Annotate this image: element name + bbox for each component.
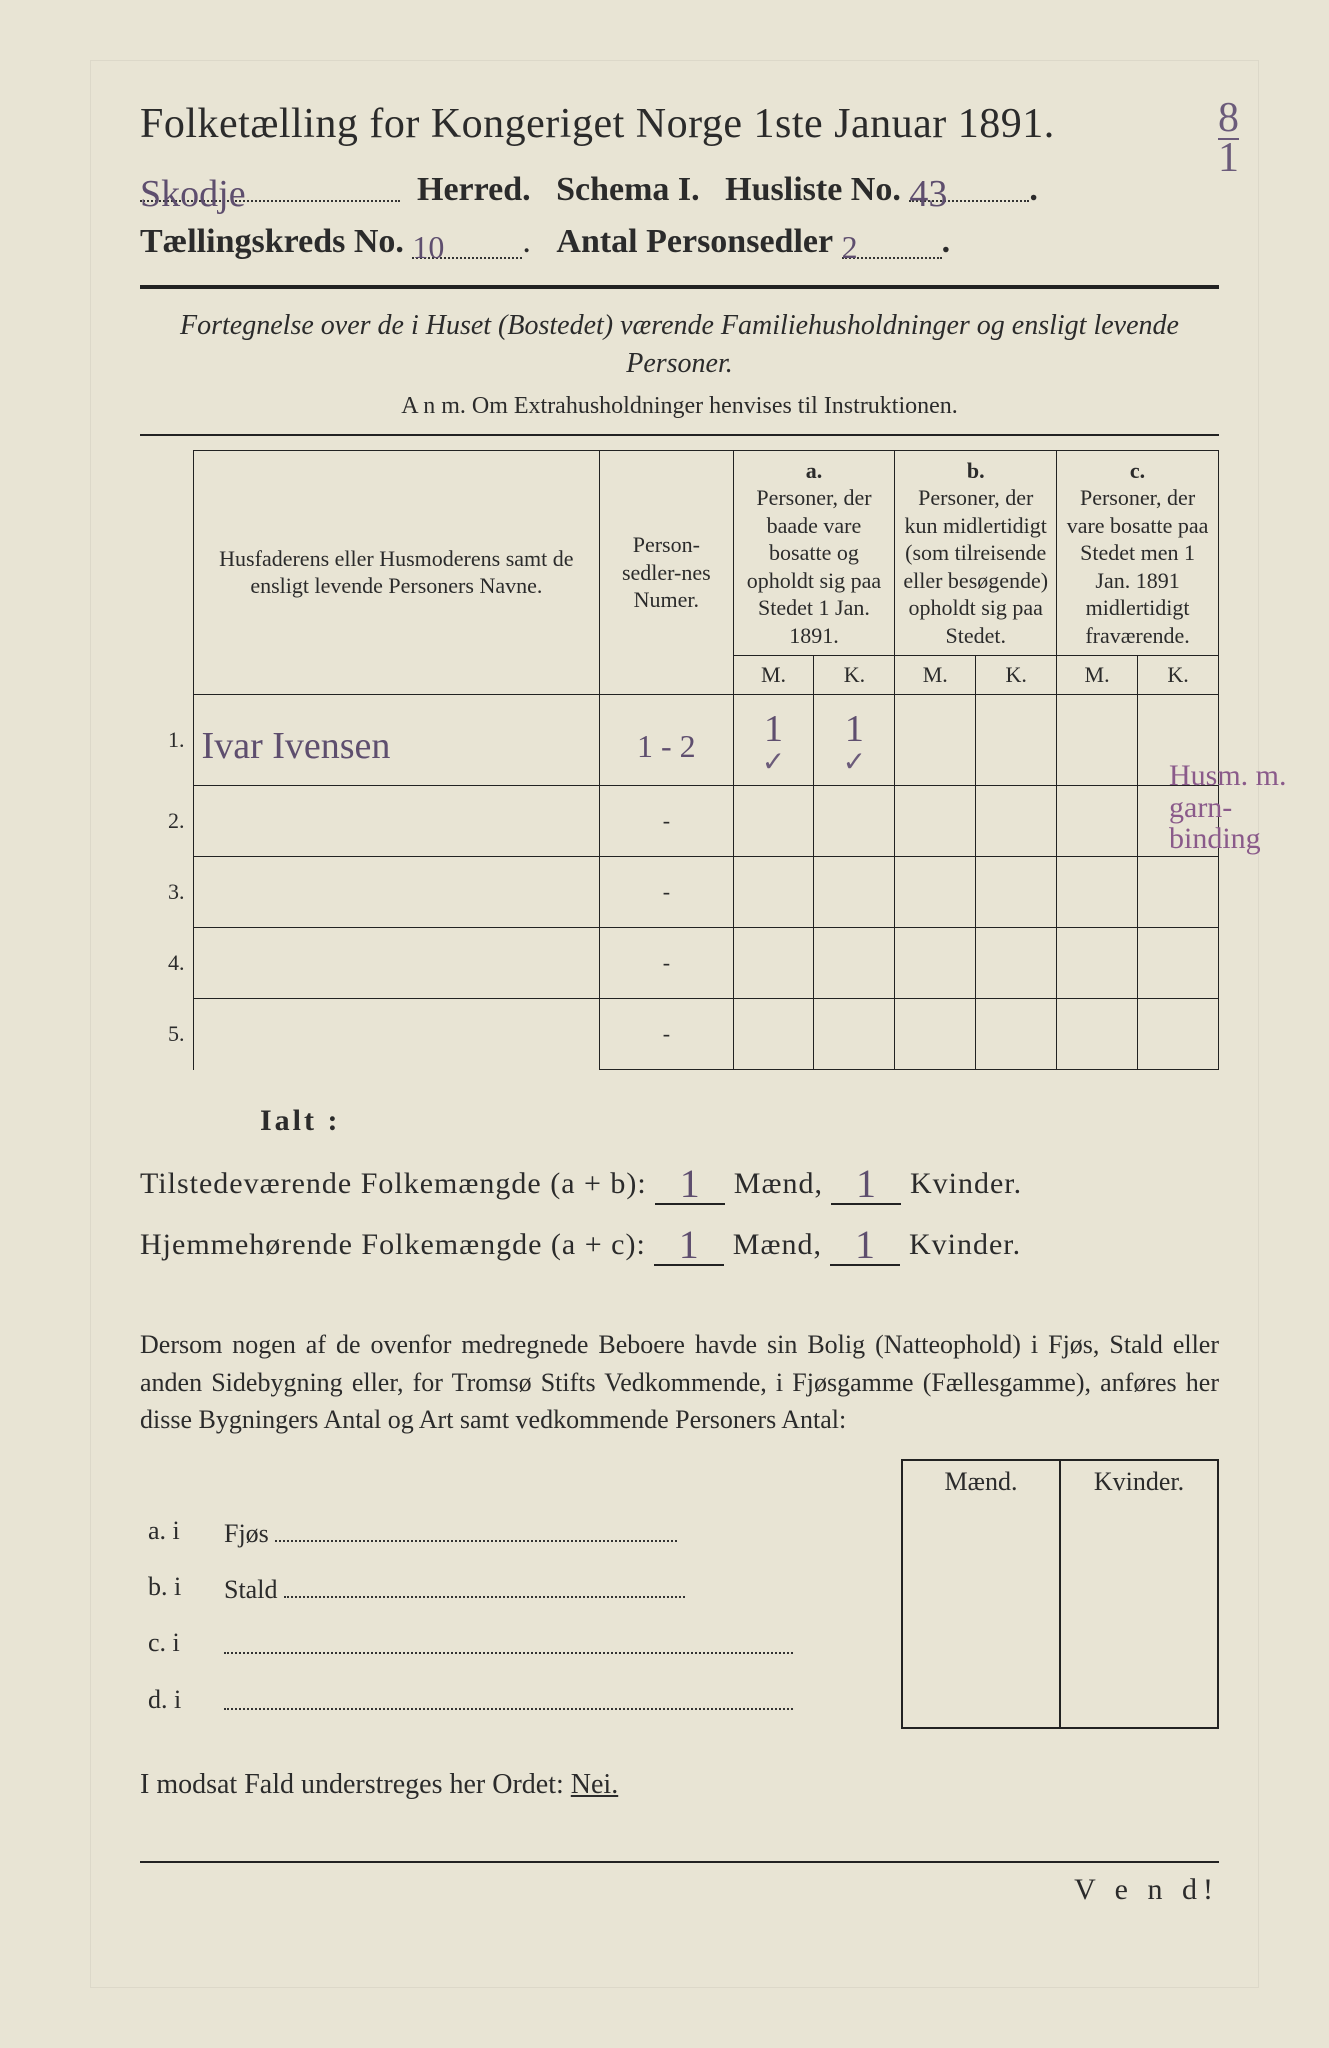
col-c-m: M. (1057, 656, 1138, 695)
table-row: 2. - (140, 786, 1219, 857)
building-row: d. i (140, 1671, 1218, 1728)
tot-l2-m: 1 (654, 1217, 724, 1266)
nei-line: I modsat Fald understreges her Ordet: Ne… (140, 1769, 1219, 1801)
kreds-field: 10 (412, 223, 522, 259)
col-c: c. Personer, der vare bosatte paa Stedet… (1057, 450, 1219, 656)
ialt-label: Ialt : (260, 1104, 1219, 1138)
row1-aK: 1 (845, 708, 864, 750)
herred-value: Skodje (140, 173, 246, 215)
rule-top (140, 285, 1219, 289)
tot-line2-label: Hjemmehørende Folkemængde (a + c): (140, 1228, 646, 1261)
col-a-m: M. (733, 656, 814, 695)
herred-label: Herred. (417, 171, 531, 208)
col-name: Husfaderens eller Husmoderens samt de en… (193, 450, 600, 695)
bld-m-head: Mænd. (902, 1460, 1060, 1503)
tot-line1-label: Tilstedeværende Folkemængde (a + b): (140, 1167, 647, 1200)
tot-l1-m: 1 (655, 1156, 725, 1205)
husliste-label: Husliste No. (725, 171, 901, 208)
corner-denom: 1 (1218, 138, 1239, 178)
table-row: 5. - (140, 999, 1219, 1070)
rule-mid (140, 434, 1219, 436)
table-row: 4. - (140, 928, 1219, 999)
margin-annotation: Husm. m. garn- binding (1169, 760, 1289, 855)
building-row: c. i (140, 1615, 1218, 1671)
building-row: a. i Fjøs (140, 1503, 1218, 1559)
herred-field: Skodje (140, 166, 400, 202)
bld-k-head: Kvinder. (1060, 1460, 1218, 1503)
intro-text: Fortegnelse over de i Huset (Bostedet) v… (140, 307, 1219, 383)
tot-l1-k: 1 (831, 1156, 901, 1205)
husliste-value: 43 (909, 173, 947, 215)
col-a: a. Personer, der baade vare bosatte og o… (733, 450, 895, 656)
nei-word: Nei. (571, 1769, 618, 1800)
husliste-field: 43 (909, 166, 1029, 202)
personsedler-field: 2 (842, 223, 942, 259)
row1-num: 1 - 2 (637, 728, 696, 764)
col-numer: Person-sedler-nes Numer. (600, 450, 733, 695)
totals-block: Ialt : Tilstedeværende Folkemængde (a + … (140, 1104, 1219, 1266)
building-row: b. i Stald (140, 1559, 1218, 1615)
row1-aM: 1 (764, 708, 783, 750)
personsedler-value: 2 (842, 229, 858, 265)
corner-fraction: 8 1 (1218, 100, 1239, 178)
census-table: Husfaderens eller Husmoderens samt de en… (140, 450, 1219, 1071)
kreds-label: Tællingskreds No. (140, 223, 404, 260)
row1-name: Ivar Ivensen (202, 725, 391, 767)
table-row: 3. - (140, 857, 1219, 928)
table-row: 1. Ivar Ivensen 1 - 2 1✓ 1✓ (140, 695, 1219, 786)
personsedler-label: Antal Personsedler (556, 223, 833, 260)
census-form-page: 8 1 Folketælling for Kongeriget Norge 1s… (0, 0, 1329, 2048)
explanatory-para: Dersom nogen af de ovenfor medregnede Be… (140, 1326, 1219, 1439)
buildings-block: Mænd. Kvinder. a. i Fjøs b. i Stald c. i… (140, 1459, 1219, 1729)
anm-text: A n m. Om Extrahusholdninger henvises ti… (140, 393, 1219, 420)
col-c-k: K. (1138, 656, 1219, 695)
schema-label: Schema I. (556, 171, 700, 208)
page-title: Folketælling for Kongeriget Norge 1ste J… (140, 100, 1219, 148)
col-a-k: K. (814, 656, 895, 695)
header-line-2: Skodje Herred. Schema I. Husliste No. 43… (140, 166, 1219, 209)
col-b: b. Personer, der kun midlertidigt (som t… (895, 450, 1057, 656)
tot-l2-k: 1 (830, 1217, 900, 1266)
header-line-3: Tællingskreds No. 10 . Antal Personsedle… (140, 223, 1219, 261)
col-b-m: M. (895, 656, 976, 695)
vend-label: V e n d! (140, 1861, 1219, 1907)
col-b-k: K. (976, 656, 1057, 695)
kreds-value: 10 (412, 229, 444, 265)
